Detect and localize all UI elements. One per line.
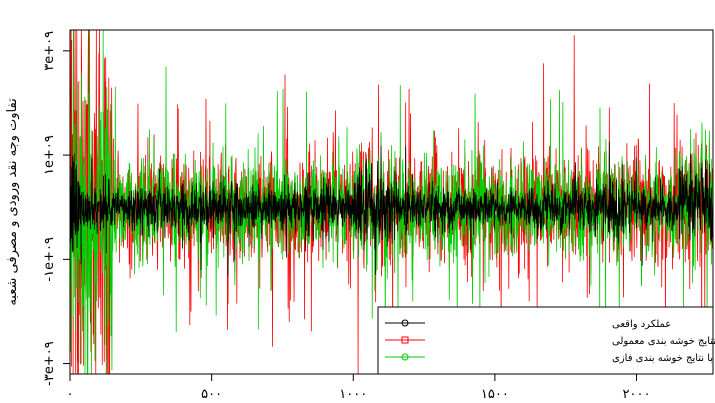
y-axis-label: تفاوت وجه نقد ورودی و مصرفی شعبه [5, 98, 20, 306]
legend-marker [401, 353, 409, 361]
x-axis: ۰ ۵۰۰ ۱۰۰۰ ۱۵۰۰ ۲۰۰۰ [67, 373, 651, 402]
legend-box [377, 306, 714, 375]
x-tick-label: ۱۵۰۰ [481, 387, 509, 402]
y-tick-label: -۱e+۰۹ [42, 237, 57, 282]
x-tick-label: ۱۰۰۰ [339, 387, 367, 402]
legend-label: براورد با نتایج خوشه بندی معمولی [612, 336, 715, 347]
legend-marker [401, 319, 409, 327]
legend-label: براورد با نتایج خوشه بندی فازی [612, 353, 715, 364]
x-tick-label: ۲۰۰۰ [623, 387, 651, 402]
y-axis: -۳e+۰۹ -۱e+۰۹ ۱e+۰۹ ۳e+۰۹ [42, 31, 71, 386]
y-tick-label: -۳e+۰۹ [42, 341, 57, 386]
legend-marker [401, 336, 409, 344]
x-tick-label: ۵۰۰ [201, 387, 222, 402]
legend: عملکرد واقعی براورد با نتایج خوشه بندی مع… [377, 306, 715, 375]
series-actual [69, 120, 714, 276]
legend-label: عملکرد واقعی [612, 319, 671, 330]
y-tick-label: ۱e+۰۹ [42, 135, 57, 175]
y-tick-label: ۳e+۰۹ [42, 31, 57, 71]
x-tick-label: ۰ [67, 387, 74, 402]
